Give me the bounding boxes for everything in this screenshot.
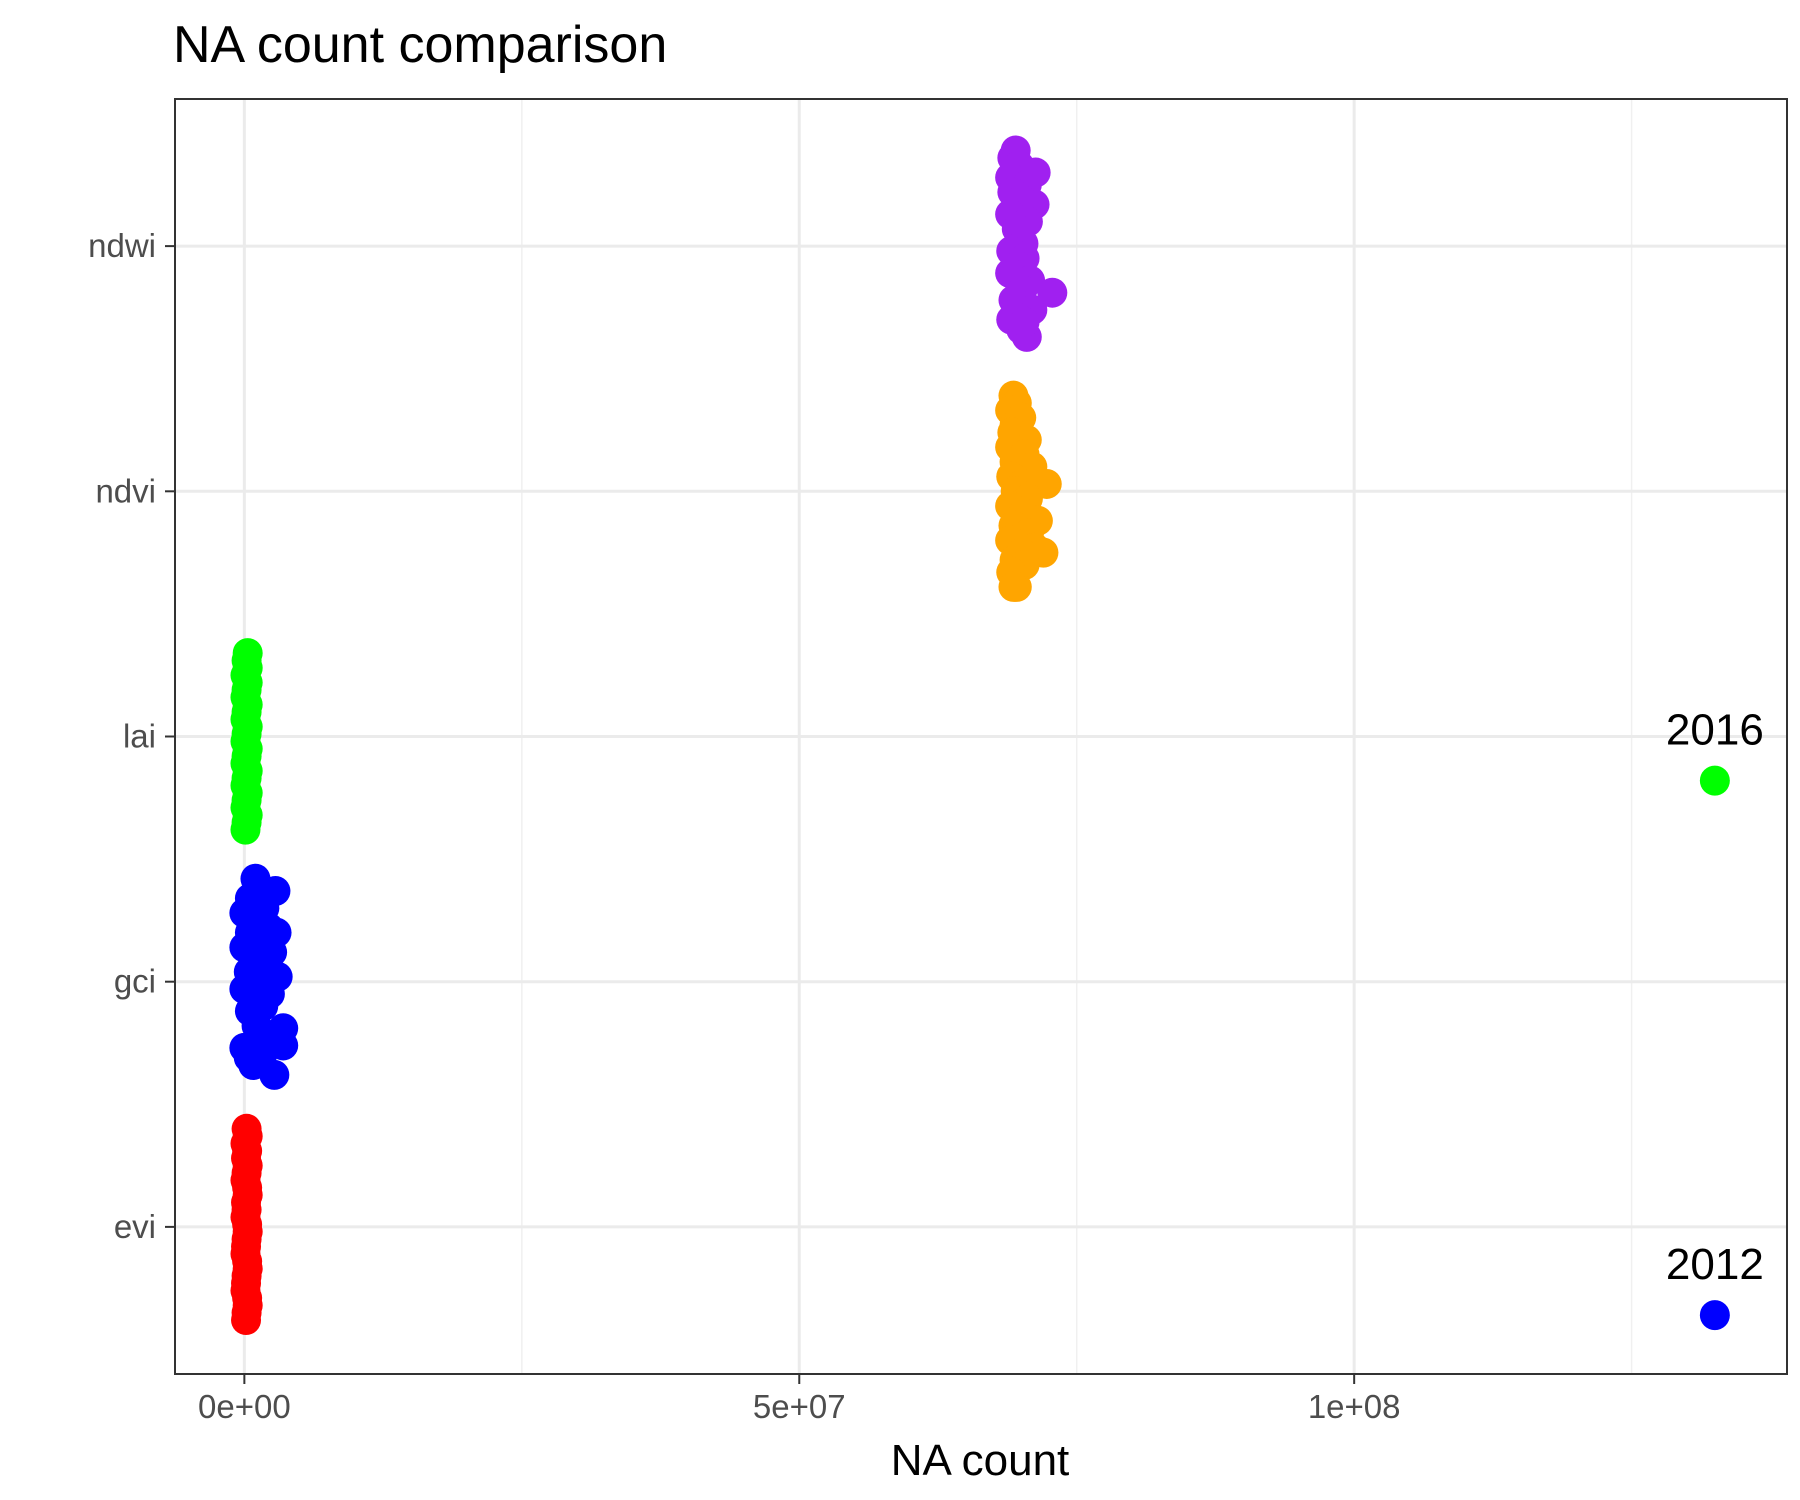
point-ndvi — [998, 571, 1029, 602]
y-tick-label-gci: gci — [114, 963, 156, 1000]
point-gci — [261, 917, 292, 948]
y-tick-label-evi: evi — [114, 1208, 156, 1245]
annotation-label-2012: 2012 — [1666, 1240, 1764, 1289]
annotations: 2016 2012 — [1666, 706, 1764, 1331]
point-ndwi — [1009, 307, 1040, 338]
chart-title: NA count comparison — [173, 16, 667, 74]
annotation-point-2016 — [1699, 765, 1730, 796]
point-lai — [230, 814, 261, 845]
axis-ticks: 0e+00 5e+07 1e+08 evi gci lai ndvi ndwi — [88, 227, 1400, 1425]
annotation-point-2012 — [1699, 1300, 1730, 1331]
x-tick-label: 0e+00 — [198, 1388, 291, 1425]
y-tick-label-lai: lai — [123, 718, 156, 755]
y-tick-label-ndvi: ndvi — [95, 472, 156, 509]
point-evi — [231, 1305, 262, 1336]
grid-lines — [175, 99, 1787, 1374]
x-axis-title: NA count — [891, 1436, 1070, 1485]
data-points — [229, 135, 1068, 1336]
y-tick-label-ndwi: ndwi — [88, 227, 156, 264]
point-ndwi — [1037, 277, 1068, 308]
x-tick-label: 1e+08 — [1308, 1388, 1401, 1425]
point-gci — [251, 971, 282, 1002]
x-tick-label: 5e+07 — [753, 1388, 846, 1425]
point-gci — [238, 1050, 269, 1081]
annotation-label-2016: 2016 — [1666, 706, 1764, 755]
